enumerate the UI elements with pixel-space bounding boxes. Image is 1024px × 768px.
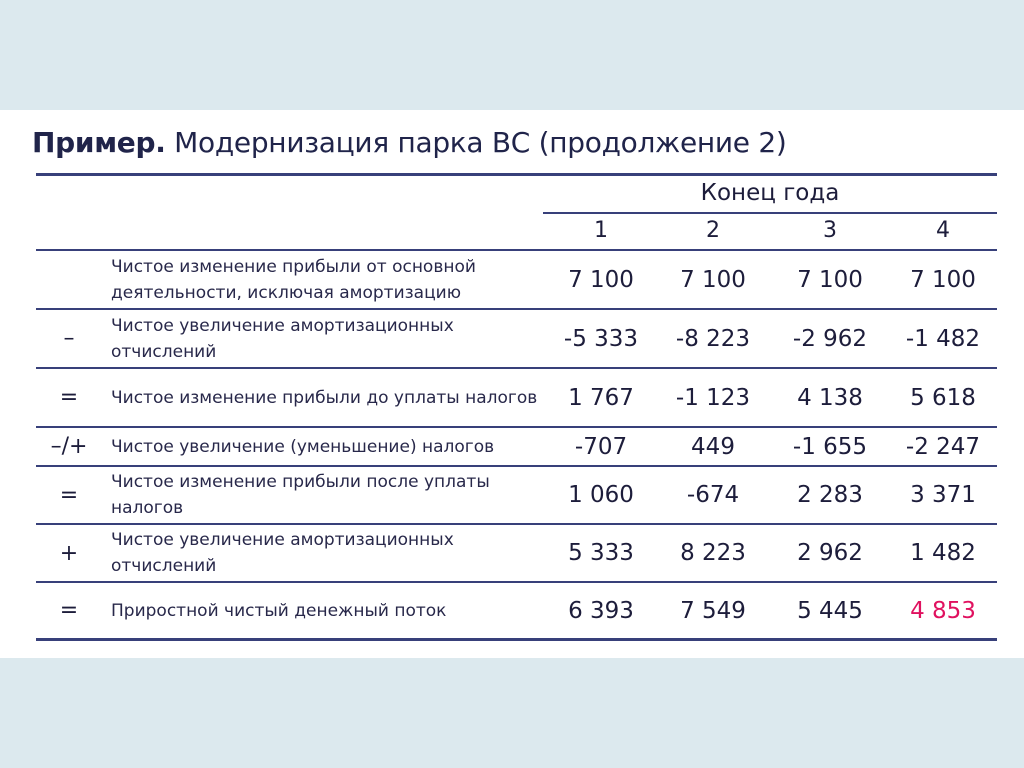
row-label: Приростной чистый денежный поток (111, 583, 541, 638)
cell-value: -1 123 (675, 384, 751, 411)
year-header: 4 (936, 218, 950, 243)
title-bold: Пример. (32, 126, 166, 159)
table-row: Чистое изменение прибыли от основной дея… (36, 251, 997, 308)
cell-value: 7 100 (910, 266, 976, 293)
header-divider (543, 212, 997, 214)
cell-value: 5 333 (568, 540, 634, 566)
row-label: Чистое изменение прибыли до уплаты налог… (111, 369, 541, 426)
row-divider (36, 426, 997, 428)
row-label-text: Чистое увеличение амортизационных отчисл… (111, 530, 454, 576)
table-row: – Чистое увеличение амортизационных отчи… (36, 310, 997, 367)
cell-value: 5 618 (910, 384, 976, 411)
cell-value: 449 (691, 433, 735, 460)
cell-value: -674 (686, 482, 740, 508)
year-header: 2 (706, 218, 720, 243)
cell-value: 5 445 (797, 597, 863, 624)
cell-value: 2 283 (797, 482, 863, 508)
table-row: + Чистое увеличение амортизационных отчи… (36, 525, 997, 581)
cell-value: -707 (574, 433, 628, 460)
cell-value: -1 655 (792, 433, 868, 460)
header-bottom-rule (36, 249, 997, 251)
row-divider (36, 308, 997, 310)
slide: Пример. Модернизация парка ВС (продолжен… (0, 110, 1024, 658)
header-group-label: Конец года (700, 180, 840, 206)
row-label-text: Приростной чистый денежный поток (111, 600, 447, 621)
cell-value: 7 100 (568, 266, 634, 293)
row-divider (36, 465, 997, 467)
cell-value: -2 962 (792, 325, 868, 352)
row-label-text: Чистое изменение прибыли после уплаты на… (111, 472, 490, 518)
cell-value: -2 247 (905, 433, 981, 460)
table-row: = Чистое изменение прибыли до уплаты нал… (36, 369, 997, 426)
row-label-text: Чистое увеличение амортизационных отчисл… (111, 315, 454, 362)
row-sign: = (59, 482, 79, 508)
cell-value: 7 100 (797, 266, 863, 293)
row-sign (36, 251, 102, 308)
row-label-text: Чистое изменение прибыли от основной дея… (111, 256, 476, 303)
row-label: Чистое увеличение амортизационных отчисл… (111, 310, 541, 367)
row-label-text: Чистое увеличение (уменьшение) налогов (111, 436, 495, 457)
table-top-rule (36, 173, 997, 176)
cell-value: 7 100 (680, 266, 746, 293)
cell-value: 1 060 (568, 482, 634, 508)
row-label-text: Чистое изменение прибыли до уплаты налог… (111, 387, 538, 408)
cell-value: 3 371 (910, 482, 976, 508)
row-label: Чистое увеличение (уменьшение) налогов (111, 428, 541, 465)
table-row: = Чистое изменение прибыли после уплаты … (36, 467, 997, 523)
cell-value-highlight: 4 853 (910, 597, 976, 624)
row-divider (36, 367, 997, 369)
year-header: 1 (594, 218, 608, 243)
cell-value: -8 223 (675, 325, 751, 352)
row-divider (36, 523, 997, 525)
row-sign: = (59, 385, 79, 410)
cell-value: 2 962 (797, 540, 863, 566)
cell-value: 4 138 (797, 384, 863, 411)
row-label: Чистое изменение прибыли после уплаты на… (111, 467, 541, 523)
row-label: Чистое увеличение амортизационных отчисл… (111, 525, 541, 581)
cell-value: -1 482 (905, 325, 981, 352)
cell-value: 8 223 (680, 540, 746, 566)
row-label: Чистое изменение прибыли от основной дея… (111, 251, 541, 308)
table-row: –/+ Чистое увеличение (уменьшение) налог… (36, 428, 997, 465)
slide-title: Пример. Модернизация парка ВС (продолжен… (32, 126, 787, 159)
table-row: = Приростной чистый денежный поток 6 393… (36, 583, 997, 638)
title-rest: Модернизация парка ВС (продолжение 2) (165, 126, 787, 159)
cell-value: 7 549 (680, 597, 746, 624)
cell-value: -5 333 (563, 325, 639, 352)
row-sign: –/+ (50, 434, 88, 459)
table-bottom-rule (36, 638, 997, 641)
cell-value: 1 767 (568, 384, 634, 411)
row-sign: – (63, 326, 75, 351)
year-header: 3 (823, 218, 837, 243)
cell-value: 1 482 (910, 540, 976, 566)
row-divider (36, 581, 997, 583)
cell-value: 6 393 (568, 597, 634, 624)
row-sign: + (59, 540, 79, 566)
row-sign: = (59, 598, 79, 623)
